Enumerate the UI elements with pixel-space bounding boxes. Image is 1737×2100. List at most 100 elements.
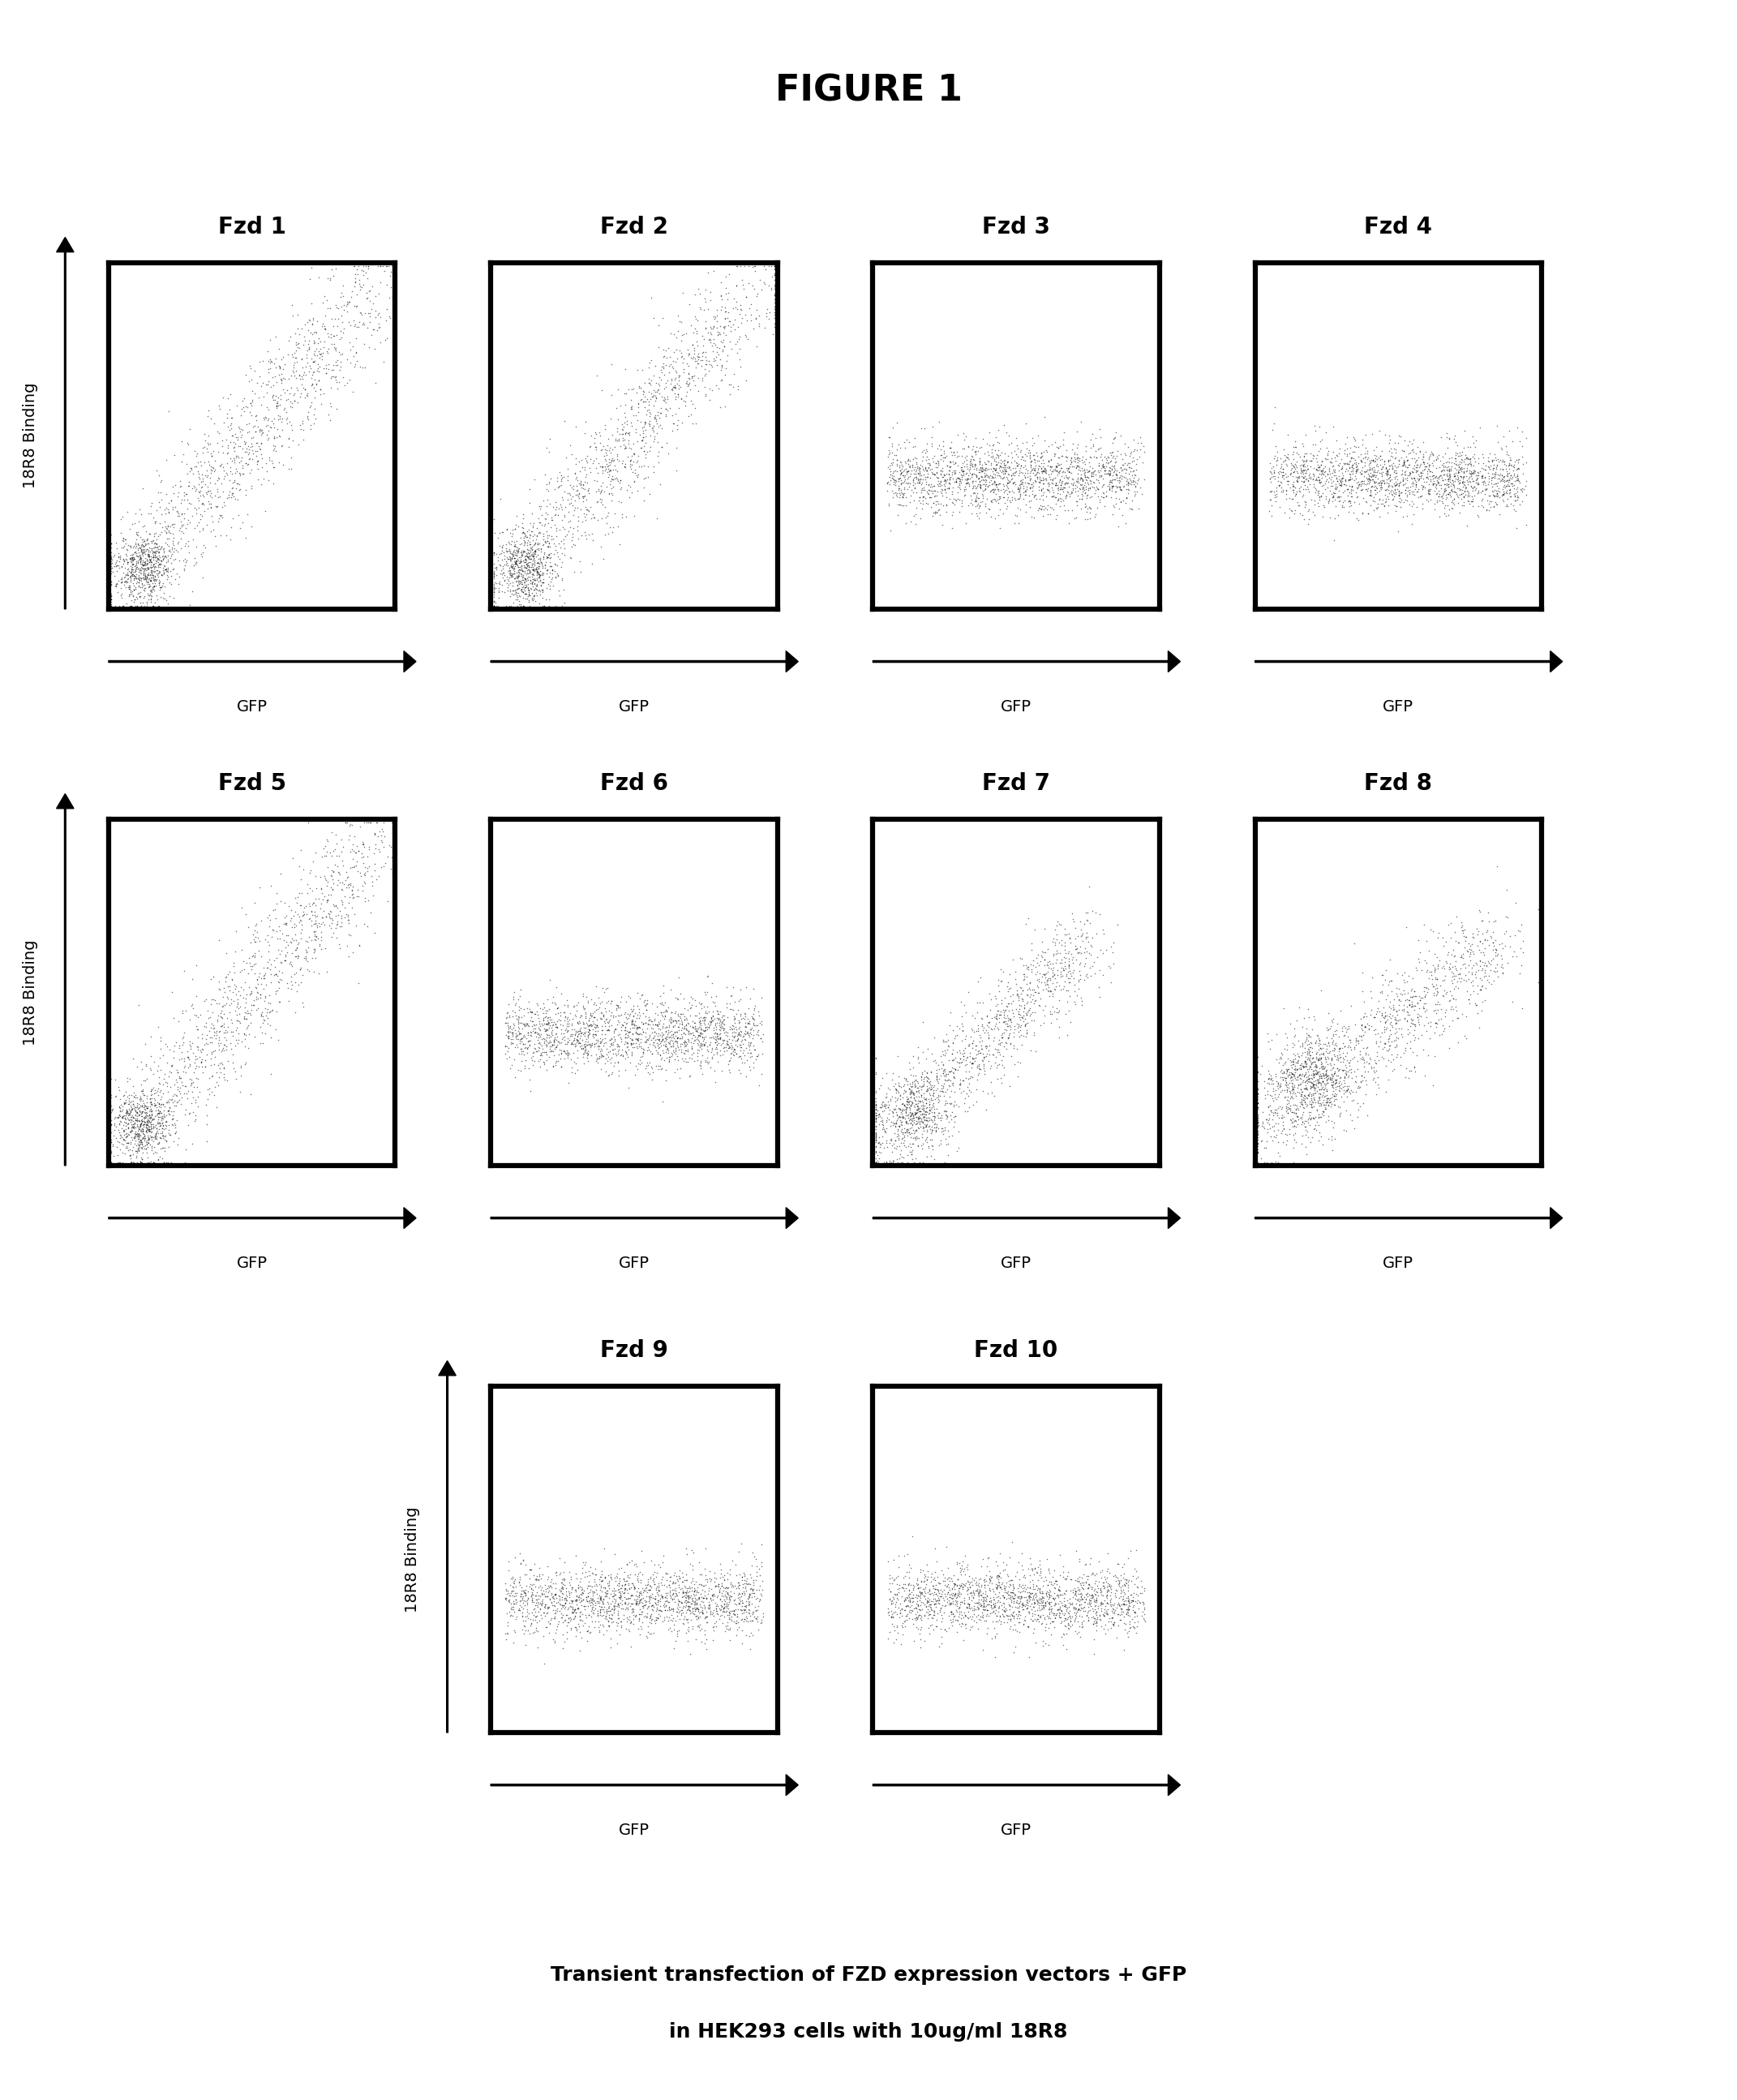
Point bbox=[929, 1054, 957, 1088]
Point bbox=[507, 1031, 535, 1065]
Point bbox=[532, 523, 559, 556]
Point bbox=[622, 1023, 650, 1056]
Point bbox=[1402, 951, 1430, 985]
Point bbox=[723, 1027, 750, 1060]
Point bbox=[122, 1111, 149, 1144]
Point bbox=[622, 1027, 650, 1060]
Point bbox=[262, 388, 290, 422]
Point bbox=[736, 1018, 764, 1052]
Point bbox=[236, 405, 264, 439]
Point bbox=[1265, 1067, 1292, 1100]
Point bbox=[618, 1594, 646, 1627]
Point bbox=[1435, 475, 1463, 508]
Point bbox=[1329, 452, 1357, 485]
Point bbox=[1127, 1575, 1155, 1609]
Point bbox=[1403, 475, 1431, 508]
Point bbox=[1322, 1014, 1350, 1048]
Point bbox=[910, 1077, 938, 1111]
Point bbox=[139, 554, 167, 588]
Point bbox=[1034, 1579, 1061, 1613]
Point bbox=[625, 1044, 653, 1077]
Point bbox=[1009, 1609, 1037, 1642]
Point bbox=[1398, 985, 1426, 1018]
Point bbox=[540, 1023, 568, 1056]
Point bbox=[1268, 452, 1296, 485]
Point bbox=[1348, 1023, 1376, 1056]
Point bbox=[914, 460, 941, 493]
Point bbox=[683, 302, 710, 336]
Point bbox=[717, 368, 745, 401]
Point bbox=[203, 1065, 231, 1098]
Point bbox=[1433, 481, 1461, 514]
Point bbox=[519, 1035, 547, 1069]
Point bbox=[1412, 460, 1440, 493]
Point bbox=[512, 1600, 540, 1634]
Point bbox=[644, 1567, 672, 1600]
Point bbox=[1278, 1060, 1306, 1094]
Point bbox=[1341, 435, 1369, 468]
Point bbox=[528, 580, 556, 613]
Point bbox=[896, 1052, 924, 1086]
Point bbox=[1410, 981, 1438, 1014]
Point bbox=[106, 544, 134, 578]
Point bbox=[1353, 1069, 1381, 1102]
Point bbox=[1280, 1058, 1308, 1092]
Point bbox=[1400, 498, 1428, 531]
Point bbox=[1299, 462, 1327, 496]
Point bbox=[1271, 1060, 1299, 1094]
Point bbox=[735, 991, 763, 1025]
Point bbox=[561, 1539, 589, 1573]
Point bbox=[1313, 1060, 1341, 1094]
Point bbox=[351, 296, 379, 330]
Point bbox=[1063, 441, 1091, 475]
Point bbox=[139, 536, 167, 569]
Point bbox=[992, 1594, 1020, 1627]
Point bbox=[1001, 456, 1028, 489]
Point bbox=[896, 1073, 924, 1107]
Point bbox=[102, 567, 130, 601]
Point bbox=[1320, 1048, 1348, 1082]
Point bbox=[283, 930, 311, 964]
Point bbox=[736, 1040, 764, 1073]
Point bbox=[1273, 483, 1301, 517]
Point bbox=[990, 1585, 1018, 1619]
Point bbox=[670, 1004, 698, 1037]
Point bbox=[297, 924, 325, 958]
Point bbox=[222, 454, 250, 487]
Point bbox=[580, 462, 608, 496]
Point bbox=[335, 907, 363, 941]
Point bbox=[1304, 1075, 1332, 1109]
Point bbox=[1494, 901, 1522, 934]
Point bbox=[1497, 466, 1525, 500]
Point bbox=[994, 445, 1021, 479]
Point bbox=[643, 416, 670, 449]
Point bbox=[349, 840, 377, 874]
Point bbox=[580, 1000, 608, 1033]
Point bbox=[1044, 905, 1072, 939]
Point bbox=[141, 538, 168, 571]
Point bbox=[672, 1008, 700, 1042]
Point bbox=[896, 504, 924, 538]
Point bbox=[1318, 1105, 1346, 1138]
Point bbox=[1468, 916, 1496, 949]
Point bbox=[1379, 1042, 1407, 1075]
Point bbox=[580, 1596, 608, 1630]
Point bbox=[1412, 449, 1440, 483]
Point bbox=[629, 1590, 657, 1623]
Point bbox=[604, 1033, 632, 1067]
Point bbox=[1369, 1000, 1397, 1033]
Point bbox=[1007, 989, 1035, 1023]
Point bbox=[201, 1021, 229, 1054]
Point bbox=[1428, 441, 1456, 475]
Point bbox=[558, 1008, 585, 1042]
Point bbox=[313, 886, 340, 920]
Point bbox=[1353, 435, 1381, 468]
Point bbox=[519, 580, 547, 613]
Point bbox=[928, 468, 955, 502]
Point bbox=[243, 972, 271, 1006]
Point bbox=[938, 1581, 966, 1615]
Point bbox=[233, 1012, 261, 1046]
Point bbox=[721, 1000, 749, 1033]
Point bbox=[208, 437, 236, 470]
Point bbox=[509, 1573, 537, 1606]
